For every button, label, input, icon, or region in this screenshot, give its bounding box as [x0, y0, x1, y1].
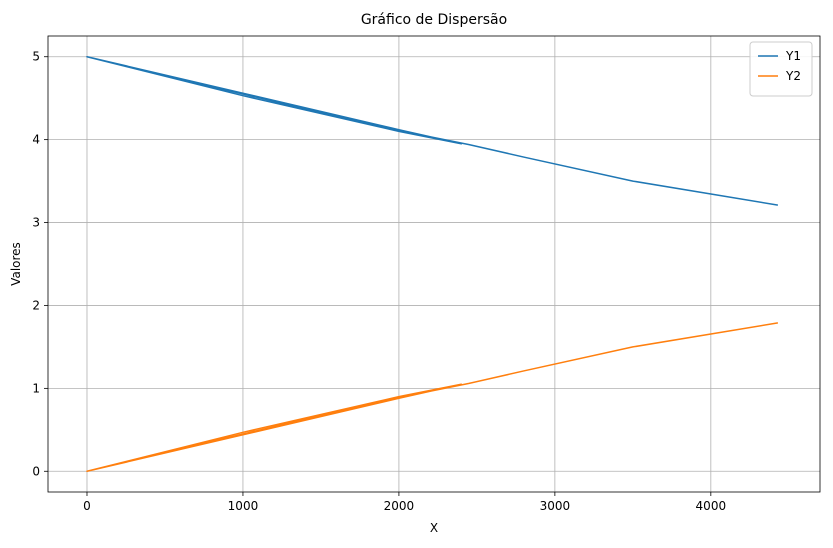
y-tick-label: 3 [32, 216, 40, 230]
axis-ticks: 0 1000 2000 3000 4000 0 1 2 3 4 5 [32, 50, 726, 513]
grid-lines [48, 36, 820, 492]
plot-frame [47, 35, 821, 493]
plot-area [48, 36, 820, 492]
series-layer [86, 55, 779, 473]
y-tick-label: 4 [32, 133, 40, 147]
y-axis-label: Valores [9, 242, 23, 286]
legend-label: Y1 [785, 49, 801, 63]
x-tick-label: 3000 [540, 499, 571, 513]
y-tick-label: 0 [32, 464, 40, 478]
legend-box [749, 41, 813, 97]
x-tick-label: 1000 [228, 499, 259, 513]
chart-title: Gráfico de Dispersão [361, 12, 507, 28]
x-tick-label: 2000 [384, 499, 415, 513]
y-tick-label: 2 [32, 298, 40, 312]
series-line-y2 [86, 322, 779, 473]
y-tick-label: 5 [32, 50, 40, 64]
legend-label: Y2 [785, 69, 801, 83]
x-tick-label: 4000 [696, 499, 727, 513]
x-axis-label: X [430, 521, 438, 535]
y-tick-label: 1 [32, 381, 40, 395]
series-line-y1 [86, 55, 779, 206]
x-tick-label: 0 [83, 499, 91, 513]
